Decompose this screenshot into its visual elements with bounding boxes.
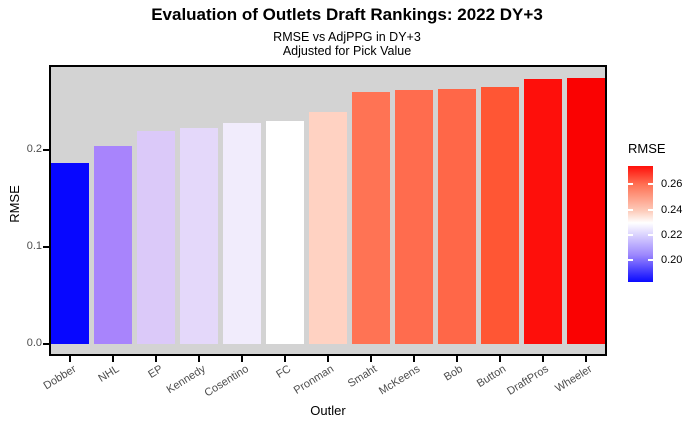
x-tick-mark (327, 356, 329, 362)
x-tick-label-smaht: Smaht (345, 363, 380, 391)
legend-tick-mark (648, 259, 653, 262)
y-tick-label: 0.2 (26, 143, 42, 155)
x-tick-mark (584, 356, 587, 362)
legend-tick-mark (628, 234, 633, 237)
y-tick-mark (43, 343, 49, 345)
x-tick-label-fc: FC (274, 363, 294, 381)
x-tick-label-mckeens: McKeens (376, 363, 423, 398)
bar-wheeler (566, 78, 605, 344)
x-tick-label-pronman: Pronman (292, 363, 337, 397)
bar-draftpros (523, 79, 562, 344)
y-tick-label: 0.1 (26, 240, 42, 252)
bar-mckeens (394, 90, 433, 344)
plot-panel (49, 65, 607, 356)
legend-tick-mark (648, 208, 653, 211)
bar-kennedy (180, 128, 219, 344)
bar-bob (437, 89, 476, 344)
x-tick-mark (498, 356, 501, 362)
chart-subtitle-line1: RMSE vs AdjPPG in DY+3 (273, 30, 421, 44)
legend-tick-mark (648, 183, 653, 186)
x-tick-mark (455, 356, 458, 362)
x-tick-label-button: Button (474, 363, 509, 391)
x-axis-title: Outler (310, 403, 346, 418)
x-tick-mark (541, 356, 544, 362)
x-tick-mark (284, 356, 287, 362)
bar-smaht (351, 92, 390, 344)
y-axis-title: RMSE (7, 185, 22, 223)
bar-pronman (309, 112, 347, 344)
x-tick-label-kennedy: Kennedy (164, 363, 208, 397)
x-tick-label-wheeler: Wheeler (552, 363, 594, 395)
x-tick-label-ep: EP (145, 363, 165, 381)
y-tick-label: 0.0 (26, 337, 42, 349)
x-tick-mark (198, 356, 201, 362)
legend-tick-mark (648, 234, 653, 237)
bar-button (480, 87, 519, 344)
y-tick-mark (43, 246, 49, 248)
x-tick-label-nhl: NHL (96, 363, 122, 385)
y-tick-mark (43, 149, 49, 151)
x-tick-mark (69, 356, 72, 362)
x-tick-label-draftpros: DraftPros (505, 363, 551, 398)
chart-title: Evaluation of Outlets Draft Rankings: 20… (151, 5, 543, 24)
x-tick-mark (412, 356, 415, 362)
bar-nhl (94, 146, 133, 344)
legend-tick-label: 0.24 (661, 203, 683, 216)
bar-fc (266, 121, 305, 344)
legend-tick-label: 0.26 (661, 178, 683, 191)
chart-subtitle-line2: Adjusted for Pick Value (282, 44, 412, 58)
x-tick-mark (241, 356, 244, 362)
x-tick-label-dobber: Dobber (41, 363, 79, 393)
legend-tick-label: 0.20 (661, 254, 683, 267)
legend-tick-label: 0.22 (661, 229, 683, 242)
legend-tick-mark (628, 183, 633, 186)
legend-tick-mark (628, 259, 633, 262)
x-tick-label-cosentino: Cosentino (202, 363, 251, 400)
bar-cosentino (223, 123, 262, 344)
x-tick-mark (112, 356, 115, 362)
legend-title: RMSE (628, 141, 666, 156)
bar-ep (137, 131, 176, 344)
x-tick-mark (369, 356, 372, 362)
x-tick-mark (155, 356, 158, 362)
x-tick-label-bob: Bob (442, 363, 466, 384)
legend-tick-mark (628, 208, 633, 211)
bar-dobber (51, 163, 90, 344)
